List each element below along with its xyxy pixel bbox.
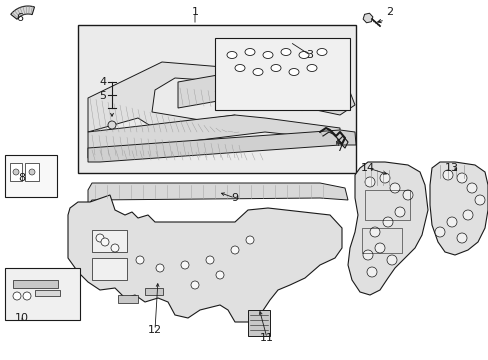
Ellipse shape: [244, 49, 254, 55]
Circle shape: [156, 264, 163, 272]
Circle shape: [136, 256, 143, 264]
Polygon shape: [88, 130, 355, 162]
Circle shape: [29, 169, 35, 175]
Text: 9: 9: [231, 193, 238, 203]
Circle shape: [108, 121, 116, 129]
Polygon shape: [68, 195, 341, 322]
Circle shape: [101, 238, 109, 246]
Text: 11: 11: [260, 333, 273, 343]
Circle shape: [434, 227, 444, 237]
Ellipse shape: [263, 51, 272, 59]
Circle shape: [245, 236, 253, 244]
Text: 14: 14: [360, 163, 374, 173]
Bar: [364, 190, 409, 220]
Text: 7: 7: [336, 143, 343, 153]
Text: 6: 6: [17, 13, 23, 23]
Polygon shape: [429, 162, 487, 255]
Circle shape: [382, 217, 392, 227]
Circle shape: [446, 217, 456, 227]
Circle shape: [13, 292, 21, 300]
Ellipse shape: [235, 64, 244, 72]
Circle shape: [205, 256, 214, 264]
Bar: [5, 268, 80, 320]
Circle shape: [364, 177, 374, 187]
Polygon shape: [88, 183, 347, 205]
Bar: [10, 163, 22, 181]
Text: 5: 5: [99, 91, 106, 101]
Bar: [13, 280, 58, 288]
Ellipse shape: [288, 68, 298, 76]
Text: 8: 8: [19, 173, 25, 183]
Ellipse shape: [316, 49, 326, 55]
Circle shape: [394, 207, 404, 217]
Circle shape: [362, 250, 372, 260]
Bar: [92, 230, 127, 252]
Circle shape: [374, 243, 384, 253]
Text: 3: 3: [306, 50, 313, 60]
Bar: [78, 25, 355, 173]
Ellipse shape: [226, 51, 237, 59]
Circle shape: [96, 234, 104, 242]
Circle shape: [369, 227, 379, 237]
Circle shape: [230, 246, 239, 254]
Ellipse shape: [306, 64, 316, 72]
Circle shape: [379, 173, 389, 183]
Bar: [5, 155, 57, 197]
Circle shape: [442, 170, 452, 180]
Bar: [25, 163, 39, 181]
Circle shape: [386, 255, 396, 265]
Circle shape: [389, 183, 399, 193]
Bar: [247, 310, 269, 336]
Circle shape: [23, 292, 31, 300]
Ellipse shape: [298, 51, 308, 59]
Circle shape: [402, 190, 412, 200]
Polygon shape: [88, 62, 235, 135]
Bar: [361, 228, 401, 253]
Text: 10: 10: [15, 313, 29, 323]
Circle shape: [216, 271, 224, 279]
Circle shape: [111, 244, 119, 252]
Text: 13: 13: [444, 163, 458, 173]
Circle shape: [474, 195, 484, 205]
Ellipse shape: [270, 64, 281, 72]
Polygon shape: [11, 6, 35, 19]
Circle shape: [462, 210, 472, 220]
Text: 2: 2: [386, 7, 393, 17]
Bar: [145, 288, 163, 295]
Polygon shape: [178, 72, 354, 115]
Text: 1: 1: [191, 7, 198, 17]
Ellipse shape: [281, 49, 290, 55]
Bar: [92, 258, 127, 280]
Polygon shape: [347, 162, 427, 295]
Circle shape: [13, 169, 19, 175]
Text: 4: 4: [99, 77, 106, 87]
Circle shape: [466, 183, 476, 193]
Polygon shape: [88, 115, 339, 158]
Bar: [215, 38, 349, 110]
Text: 12: 12: [148, 325, 162, 335]
Circle shape: [456, 233, 466, 243]
Bar: [35, 290, 60, 296]
Circle shape: [191, 281, 199, 289]
Circle shape: [456, 173, 466, 183]
Ellipse shape: [252, 68, 263, 76]
Circle shape: [181, 261, 189, 269]
Bar: [118, 295, 138, 303]
Circle shape: [366, 267, 376, 277]
